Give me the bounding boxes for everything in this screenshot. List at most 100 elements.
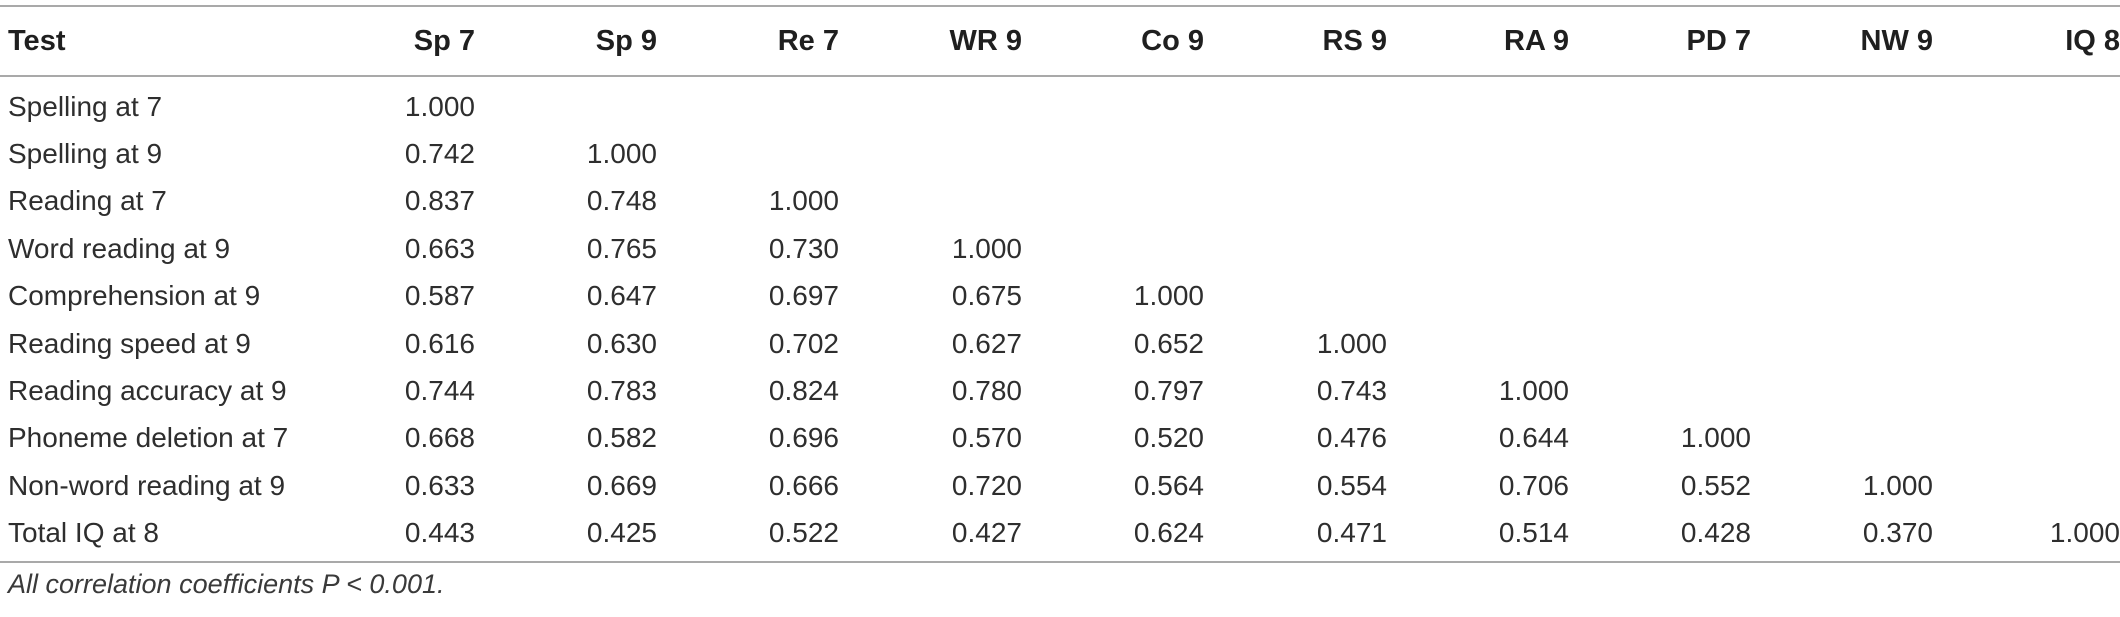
correlation-cell [657,76,839,130]
correlation-cell: 0.783 [586,375,657,407]
correlation-cell [1569,320,1751,367]
correlation-cell: 0.744 [404,375,475,407]
table-row: Spelling at 7 1.000 [0,76,2120,130]
correlation-cell [1204,273,1387,320]
correlation-cell: 0.554 [1316,469,1387,501]
correlation-cell: 0.582 [586,422,657,454]
column-header: Sp 7 [413,24,475,57]
correlation-cell: 0.748 [586,185,657,217]
correlation-cell [1933,178,2120,225]
correlation-cell [1751,130,1933,177]
header-test: Test [8,24,66,57]
correlation-cell [1387,225,1569,272]
column-header: Sp 9 [595,24,657,57]
table-row: Non-word reading at 9 0.633 0.669 0.666 0.72… [0,462,2120,509]
correlation-cell [1933,415,2120,462]
correlation-cell: 1.000 [1680,422,1751,454]
correlation-cell [1569,273,1751,320]
column-header: RA 9 [1504,24,1569,57]
correlation-cell: 0.730 [768,232,839,264]
correlation-cell: 1.000 [768,185,839,217]
correlation-cell [1387,273,1569,320]
correlation-cell [1387,320,1569,367]
correlation-cell [1569,178,1751,225]
correlation-cell: 0.742 [404,138,475,170]
correlation-cell [1569,225,1751,272]
correlation-cell: 1.000 [1133,280,1204,312]
correlation-table-container: Test Sp 7 Sp 9 Re 7 WR 9 Co 9 RS 9 RA 9 PD 7 NW 9… [0,5,2120,613]
column-header: Re 7 [777,24,839,57]
correlation-cell [839,178,1022,225]
correlation-cell: 0.669 [586,469,657,501]
correlation-cell: 0.514 [1498,517,1569,549]
correlation-cell [1022,130,1204,177]
correlation-cell: 0.427 [951,517,1022,549]
correlation-cell [1751,76,1933,130]
correlation-cell [1387,178,1569,225]
correlation-cell: 0.630 [586,327,657,359]
correlation-cell [1387,76,1569,130]
table-row: Total IQ at 8 0.443 0.425 0.522 0.427 0.624 0.… [0,510,2120,562]
correlation-cell: 0.428 [1680,517,1751,549]
correlation-cell: 0.837 [404,185,475,217]
correlation-cell [657,130,839,177]
correlation-cell [1204,130,1387,177]
correlation-cell: 1.000 [1862,469,1933,501]
correlation-cell: 1.000 [404,90,475,122]
correlation-cell: 0.624 [1133,517,1204,549]
correlation-cell: 0.552 [1680,469,1751,501]
correlation-table: Test Sp 7 Sp 9 Re 7 WR 9 Co 9 RS 9 RA 9 PD 7 NW 9… [0,5,2120,613]
correlation-cell: 0.720 [951,469,1022,501]
correlation-cell [1022,76,1204,130]
correlation-cell: 0.666 [768,469,839,501]
correlation-cell: 0.706 [1498,469,1569,501]
correlation-cell: 0.780 [951,375,1022,407]
correlation-cell [1933,76,2120,130]
correlation-cell [839,76,1022,130]
correlation-cell: 0.570 [951,422,1022,454]
correlation-cell [1751,367,1933,414]
correlation-cell [1569,130,1751,177]
correlation-cell: 0.587 [404,280,475,312]
correlation-cell: 0.824 [768,375,839,407]
correlation-cell: 0.675 [951,280,1022,312]
correlation-cell [1387,130,1569,177]
correlation-cell: 1.000 [2049,517,2120,549]
correlation-cell: 0.743 [1316,375,1387,407]
correlation-cell: 1.000 [1498,375,1569,407]
correlation-cell [1933,225,2120,272]
table-row: Phoneme deletion at 7 0.668 0.582 0.696 0.57… [0,415,2120,462]
row-label: Spelling at 9 [8,138,163,170]
row-label: Reading speed at 9 [8,327,251,359]
row-label: Word reading at 9 [8,232,231,264]
correlation-cell: 0.522 [768,517,839,549]
table-row: Reading speed at 9 0.616 0.630 0.702 0.627 0.… [0,320,2120,367]
correlation-cell: 1.000 [951,232,1022,264]
table-body: Spelling at 7 1.000 Spelling at 9 0.742 1.00… [0,76,2120,562]
correlation-cell [1751,178,1933,225]
row-label: Reading at 7 [8,185,167,217]
column-header: PD 7 [1686,24,1751,57]
correlation-cell [1569,76,1751,130]
column-header: RS 9 [1322,24,1387,57]
correlation-cell [1751,415,1933,462]
correlation-cell: 0.633 [404,469,475,501]
correlation-cell [1204,225,1387,272]
correlation-cell: 0.476 [1316,422,1387,454]
header-row: Test Sp 7 Sp 9 Re 7 WR 9 Co 9 RS 9 RA 9 PD 7 NW 9… [0,6,2120,76]
correlation-cell [1933,462,2120,509]
correlation-cell [1933,130,2120,177]
table-row: Word reading at 9 0.663 0.765 0.730 1.000 [0,225,2120,272]
correlation-cell: 0.696 [768,422,839,454]
correlation-cell: 1.000 [1316,327,1387,359]
correlation-cell: 0.765 [586,232,657,264]
correlation-cell: 0.663 [404,232,475,264]
correlation-cell: 0.702 [768,327,839,359]
correlation-cell [475,76,657,130]
footnote: All correlation coefficients P < 0.001. [8,568,445,599]
correlation-cell: 0.616 [404,327,475,359]
row-label: Phoneme deletion at 7 [8,422,289,454]
table-row: Reading at 7 0.837 0.748 1.000 [0,178,2120,225]
correlation-cell [1751,320,1933,367]
footnote-row: All correlation coefficients P < 0.001. [0,561,2120,613]
